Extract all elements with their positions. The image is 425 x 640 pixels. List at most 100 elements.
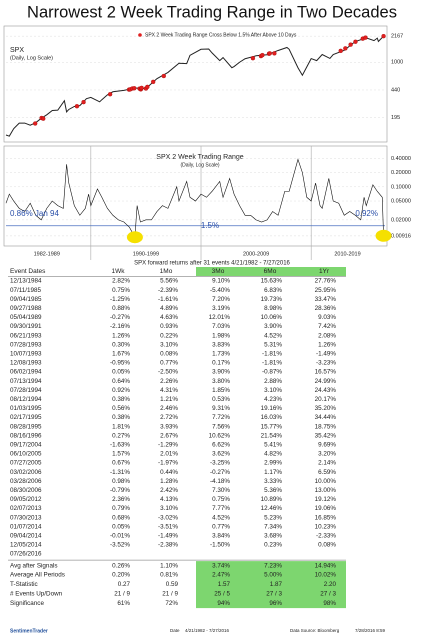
event-marker	[132, 86, 137, 91]
table-cell: 9.10%	[212, 278, 230, 285]
event-marker	[250, 56, 256, 61]
table-cell: -0.79%	[110, 487, 130, 494]
event-marker	[151, 79, 156, 84]
table-cell: 1.73%	[212, 350, 230, 357]
footer-date-range: 4/21/1982 - 7/27/2016	[185, 628, 230, 633]
table-cell: 12/05/2014	[10, 542, 42, 549]
event-marker	[260, 52, 265, 58]
table-cell: 28.36%	[315, 305, 337, 312]
table-cell: 0.64%	[112, 378, 130, 385]
table-cell: 09/17/2004	[10, 441, 42, 448]
x-tick-label: 2000-2009	[243, 251, 269, 257]
table-cell: 3.90%	[264, 323, 282, 330]
table-cell: 21.54%	[261, 432, 283, 439]
table-cell: -1.61%	[158, 296, 178, 303]
summary-cell: 1.10%	[160, 562, 178, 569]
event-marker	[272, 51, 277, 56]
table-cell: 1.67%	[112, 350, 130, 357]
panel-subtitle: (Daily, Log Scale)	[10, 55, 53, 61]
table-cell: -1.49%	[316, 350, 336, 357]
y-tick-label: 195	[391, 115, 400, 121]
table-cell: 12/08/1993	[10, 360, 42, 367]
event-marker	[267, 51, 272, 56]
table-cell: 7.72%	[212, 414, 230, 421]
table-cell: 7.34%	[264, 523, 282, 530]
event-marker	[161, 73, 166, 79]
column-header: 3Mo	[212, 268, 225, 275]
table-cell: 0.44%	[160, 469, 178, 476]
table-cell: -1.31%	[110, 469, 130, 476]
table-cell: 4.82%	[264, 451, 282, 458]
table-cell: 25.95%	[315, 287, 337, 294]
table-cell: 24.43%	[315, 387, 337, 394]
event-marker	[363, 35, 368, 40]
table-cell: 2.14%	[318, 460, 336, 467]
table-cell: 0.77%	[212, 523, 230, 530]
table-cell: -0.87%	[262, 369, 282, 376]
table-cell: 2.67%	[160, 432, 178, 439]
table-cell: 0.27%	[112, 432, 130, 439]
table-cell: 12.01%	[209, 314, 231, 321]
header-highlight	[196, 267, 346, 276]
summary-cell: 96%	[269, 600, 282, 607]
footer-logo: SentimenTrader	[10, 628, 48, 634]
table-cell: 1.81%	[112, 423, 130, 430]
table-cell: 2.82%	[112, 278, 130, 285]
table-cell: 7.42%	[318, 323, 336, 330]
table-cell: 6.59%	[318, 469, 336, 476]
table-cell: -0.27%	[210, 469, 230, 476]
y-tick-label: 0.10000	[391, 184, 411, 190]
table-cell: 0.23%	[264, 542, 282, 549]
table-cell: 0.75%	[112, 287, 130, 294]
table-cell: 08/28/1995	[10, 423, 42, 430]
table-cell: 3.93%	[160, 423, 178, 430]
table-cell: -5.40%	[210, 287, 230, 294]
table-cell: 16.03%	[261, 414, 283, 421]
summary-cell: 25 / 5	[214, 590, 230, 597]
table-cell: -3.23%	[316, 360, 336, 367]
table-cell: -4.18%	[210, 478, 230, 485]
table-cell: 10/07/1993	[10, 350, 42, 357]
table-cell: 19.73%	[261, 296, 283, 303]
table-cell: 03/02/2006	[10, 469, 42, 476]
series-line	[5, 158, 384, 239]
table-cell: 5.31%	[264, 341, 282, 348]
table-cell: 2.26%	[160, 378, 178, 385]
summary-cell: 2.20	[324, 581, 337, 588]
summary-cell: 3.74%	[212, 562, 230, 569]
y-tick-label: 440	[391, 87, 400, 93]
table-cell: 4.63%	[160, 314, 178, 321]
table-cell: 3.19%	[212, 305, 230, 312]
table-cell: 08/30/2006	[10, 487, 42, 494]
y-tick-label: 1000	[391, 60, 403, 66]
summary-cell: 21 / 9	[114, 590, 130, 597]
table-cell: 0.05%	[112, 523, 130, 530]
table-cell: 7.03%	[212, 323, 230, 330]
table-cell: -2.16%	[110, 323, 130, 330]
event-marker	[74, 104, 80, 109]
table-cell: 20.17%	[315, 396, 337, 403]
table-cell: -1.49%	[158, 532, 178, 539]
summary-cell: 2.47%	[212, 572, 230, 579]
highlight-circle	[375, 229, 392, 242]
table-cell: 06/02/1994	[10, 369, 42, 376]
table-cell: 09/04/2014	[10, 532, 42, 539]
table-cell: -3.02%	[158, 514, 178, 521]
table-cell: 01/07/2014	[10, 523, 42, 530]
table-cell: 0.98%	[112, 478, 130, 485]
summary-cell: 27 / 3	[320, 590, 336, 597]
table-cell: -3.52%	[110, 542, 130, 549]
y-tick-label: 0.05000	[391, 198, 411, 204]
event-marker	[381, 34, 386, 39]
footer-date-label: Date	[170, 628, 180, 633]
summary-cell: 0.81%	[160, 572, 178, 579]
table-cell: 34.44%	[315, 414, 337, 421]
summary-cell: Significance	[10, 600, 44, 607]
table-cell: 27.76%	[315, 278, 337, 285]
table-cell: 0.77%	[160, 360, 178, 367]
table-cell: -2.38%	[158, 542, 178, 549]
table-cell: 06/10/2005	[10, 451, 42, 458]
table-cell: 10.62%	[209, 432, 231, 439]
column-header: 1Yr	[319, 268, 330, 275]
table-cell: 2.08%	[318, 332, 336, 339]
